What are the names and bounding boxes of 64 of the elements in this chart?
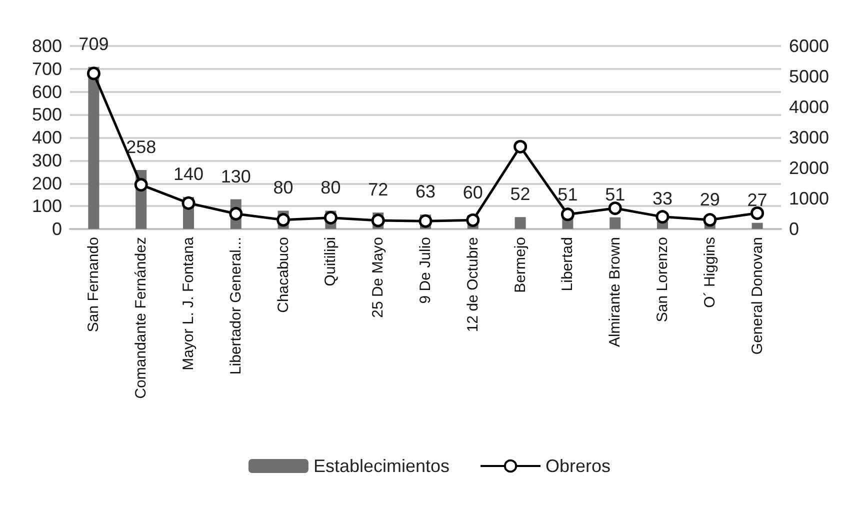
x-tick-label: Chacabuco [274, 237, 292, 313]
x-tick-label: 25 De Mayo [370, 237, 387, 318]
x-tick-label: San Fernando [85, 237, 102, 332]
point [229, 207, 243, 220]
x-tick-label: 12 de Octubre [464, 237, 482, 332]
y2-tick-label: 3000 [789, 128, 830, 148]
point [182, 196, 196, 210]
data-label: 60 [462, 182, 483, 202]
y-tick-label: 0 [52, 219, 62, 239]
x-tick-label: Almirante Brown [606, 237, 624, 348]
y2-tick-label: 2000 [789, 158, 830, 178]
y-tick-label: 200 [32, 173, 62, 194]
point [703, 213, 717, 227]
point [656, 210, 670, 224]
x-tick-label: San Lorenzo [654, 237, 671, 322]
bar [610, 217, 621, 229]
data-label: 63 [415, 182, 436, 202]
x-tick-label: 9 De Julio [417, 237, 434, 304]
point [276, 213, 290, 227]
y-tick-label: 300 [32, 150, 62, 170]
point [608, 202, 622, 216]
y-tick-label: 800 [32, 36, 62, 56]
data-label: 80 [320, 178, 341, 198]
y-tick-label: 100 [32, 196, 62, 216]
y2-tick-label: 4000 [789, 97, 830, 117]
data-label: 52 [510, 184, 530, 204]
y-tick-label: 600 [32, 82, 62, 102]
point [324, 210, 338, 224]
bar [752, 222, 763, 229]
x-tick-label: General Donovan [748, 237, 766, 355]
point [750, 206, 764, 220]
x-tick-label: Comandante Fernández [132, 237, 150, 399]
bar [88, 66, 100, 229]
bar [514, 217, 526, 229]
data-label: 140 [173, 164, 204, 184]
legend-label: Establecimientos [313, 456, 450, 476]
y-tick-label: 400 [32, 128, 62, 148]
x-tick-label: Quitilipi [322, 237, 340, 286]
y-tick-label: 500 [32, 104, 62, 125]
point [134, 178, 148, 192]
y2-tick-label: 6000 [789, 36, 830, 56]
data-label: 72 [368, 180, 388, 200]
data-label: 709 [78, 34, 109, 54]
data-label: 80 [273, 178, 294, 198]
legend-label: Obreros [546, 456, 611, 476]
y2-tick-label: 5000 [789, 66, 830, 86]
x-tick-label: Bermejo [512, 237, 529, 293]
point [514, 140, 528, 154]
y-tick-label: 700 [32, 58, 62, 79]
x-tick-label: Libertad [559, 237, 576, 292]
data-label: 130 [220, 166, 251, 186]
data-label: 51 [605, 184, 626, 204]
y2-tick-label: 0 [789, 219, 800, 239]
x-tick-label: O´ Higgins [701, 237, 718, 308]
x-tick-label: Libertador General... [227, 237, 244, 375]
data-label: 258 [126, 136, 156, 157]
data-label: 51 [558, 184, 578, 204]
data-label: 29 [700, 189, 720, 210]
x-tick-label: Mayor L. J. Fontana [180, 236, 197, 370]
y2-tick-label: 1000 [789, 188, 830, 208]
data-label: 27 [747, 190, 768, 210]
data-label: 33 [652, 188, 673, 208]
point [86, 66, 100, 80]
point [560, 208, 574, 222]
